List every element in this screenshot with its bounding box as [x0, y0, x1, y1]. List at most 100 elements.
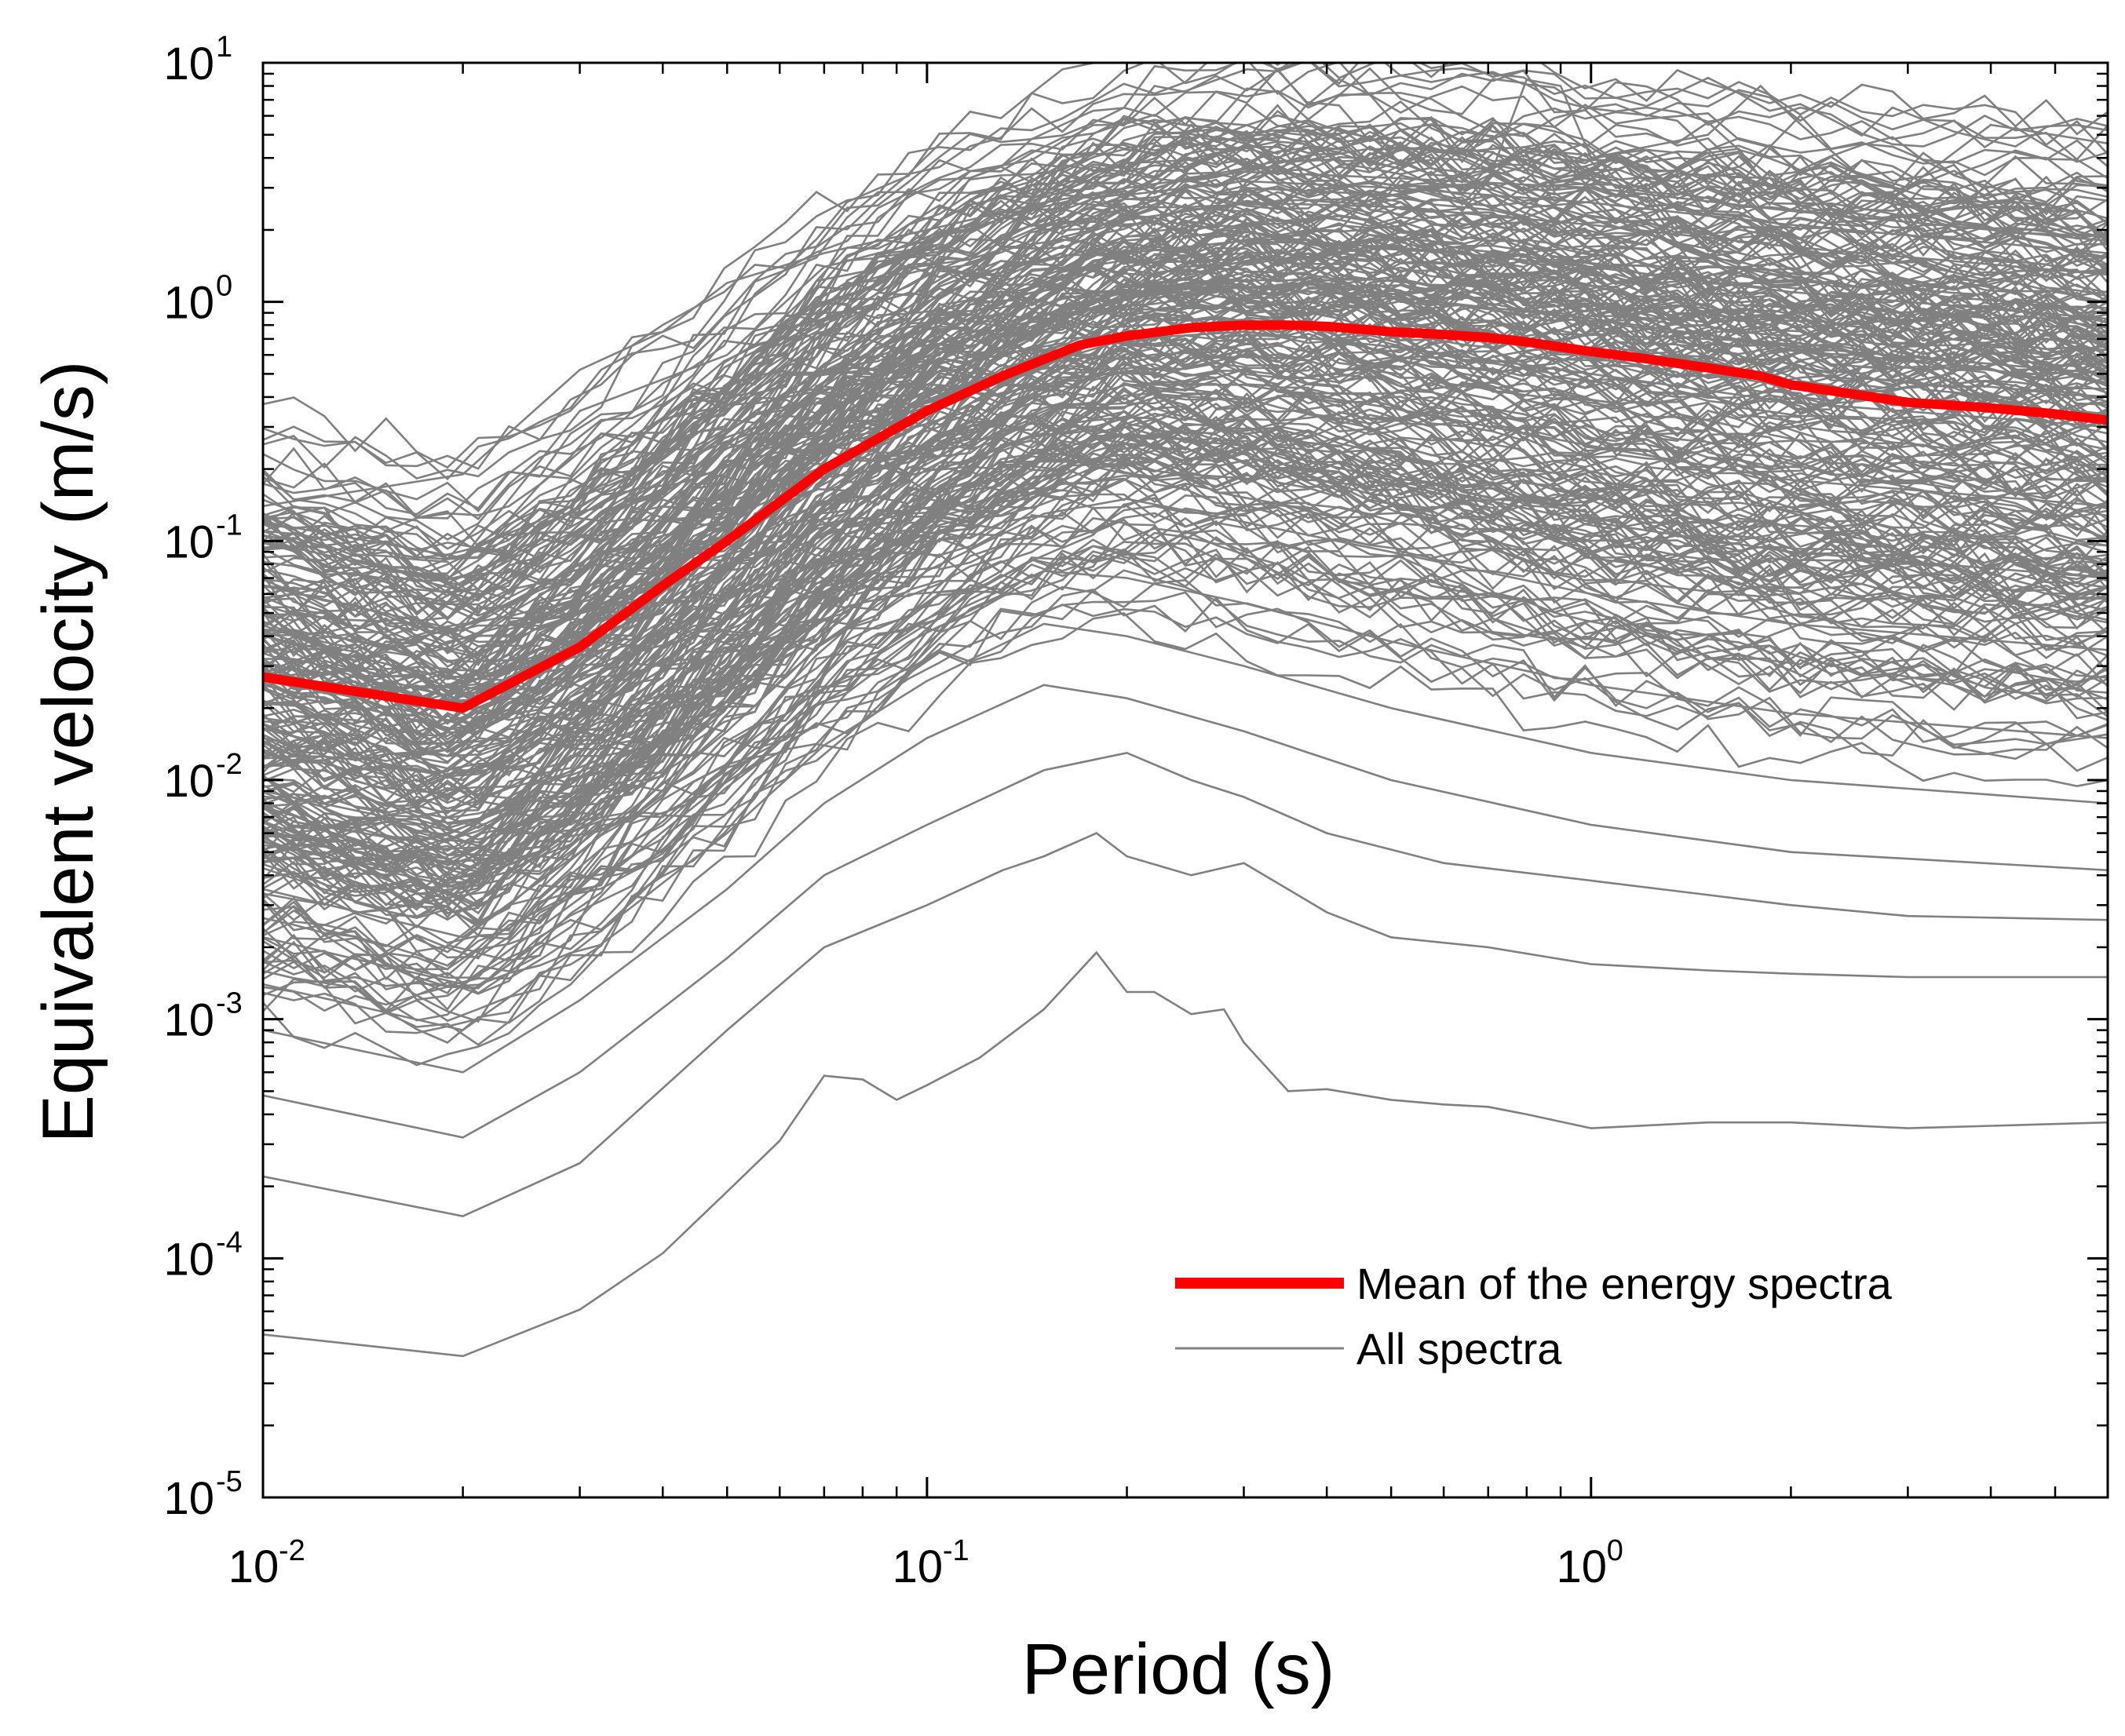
spectrum-line	[263, 525, 2108, 979]
spectrum-line	[263, 382, 2108, 842]
spectrum-line-9	[263, 384, 2108, 834]
spectrum-line	[263, 374, 2108, 849]
spectrum-line	[263, 366, 2108, 836]
y-tick-label: 10	[163, 38, 214, 89]
spectrum-line	[263, 322, 2108, 777]
spectrum-line	[263, 465, 2108, 906]
spectrum-line	[263, 199, 2108, 655]
x-tick-exponent: 0	[1607, 1534, 1623, 1567]
spectrum-line	[263, 268, 2108, 715]
series-layer	[263, 63, 2108, 1358]
legend: Mean of the energy spectra All spectra	[1175, 1259, 1893, 1373]
spectrum-line	[263, 432, 2108, 882]
spectrum-line	[263, 161, 2108, 600]
spectrum-line	[263, 67, 2108, 520]
y-tick-exponent: 1	[216, 31, 232, 64]
spectrum-line	[263, 144, 2108, 614]
spectrum-line	[263, 591, 2108, 1023]
spectrum-line	[263, 424, 2108, 892]
spectrum-line-14	[263, 180, 2108, 587]
x-axis-title: Period (s)	[1022, 1629, 1335, 1709]
spectrum-line	[263, 459, 2108, 925]
spectrum-line	[263, 119, 2108, 594]
spectrum-line	[263, 261, 2108, 702]
spectrum-line	[263, 348, 2108, 830]
spectrum-line	[263, 569, 2108, 1045]
x-tick-label: 10	[228, 1541, 279, 1592]
spectrum-line	[263, 218, 2108, 680]
y-tick-exponent: -1	[216, 509, 243, 542]
spectrum-line-8	[263, 432, 2108, 891]
y-tick-exponent: -2	[216, 748, 243, 781]
spectrum-line	[263, 63, 2108, 469]
spectrum-line	[263, 444, 2108, 915]
x-tick-exponent: -1	[943, 1534, 969, 1567]
spectrum-line-16	[263, 170, 2108, 560]
y-tick-label: 10	[163, 1234, 214, 1285]
y-tick-label: 10	[163, 756, 214, 807]
spectrum-line	[263, 534, 2108, 995]
spectrum-line	[263, 427, 2108, 879]
x-tick-exponent: -2	[279, 1534, 305, 1567]
spectrum-line	[263, 102, 2108, 560]
legend-label-mean: Mean of the energy spectra	[1356, 1259, 1893, 1308]
spectrum-line	[263, 238, 2108, 701]
spectrum-line	[263, 421, 2108, 903]
spectrum-line	[263, 589, 2108, 1046]
spectrum-line-13	[263, 201, 2108, 633]
spectrum-line	[263, 428, 2108, 908]
spectrum-line	[263, 551, 2108, 1012]
spectrum-line	[263, 372, 2108, 858]
spectrum-line	[263, 506, 2108, 959]
spectrum-line	[263, 279, 2108, 708]
y-tick-label: 10	[163, 995, 214, 1046]
spectrum-line-3	[263, 751, 2108, 1139]
y-tick-label: 10	[163, 278, 214, 329]
spectrum-line	[263, 63, 2108, 480]
spectrum-line	[263, 330, 2108, 798]
spectrum-line	[263, 180, 2108, 615]
spectrum-line	[263, 246, 2108, 733]
y-tick-exponent: -3	[216, 987, 243, 1020]
y-tick-label: 10	[163, 1473, 214, 1524]
spectrum-line	[263, 538, 2108, 1013]
x-tick-label: 10	[1557, 1541, 1608, 1592]
spectrum-line	[263, 286, 2108, 744]
spectrum-line	[263, 359, 2108, 848]
spectrum-line	[263, 332, 2108, 796]
spectrum-line	[263, 462, 2108, 922]
spectrum-line-2	[263, 832, 2108, 1218]
spectrum-line-5	[263, 622, 2108, 1031]
spectrum-line	[263, 197, 2108, 645]
spectrum-line-6	[263, 570, 2108, 986]
spectrum-line-1	[263, 950, 2108, 1358]
y-tick-label: 10	[163, 516, 214, 567]
spectrum-line	[263, 276, 2108, 734]
spectrum-line	[263, 493, 2108, 953]
mean-energy-spectrum-line	[263, 320, 2108, 713]
spectrum-line	[263, 333, 2108, 814]
spectrum-line	[263, 549, 2108, 1022]
spectrum-line	[263, 516, 2108, 967]
y-tick-exponent: 0	[216, 270, 232, 303]
spectrum-line-7	[263, 498, 2108, 939]
spectrum-line	[263, 548, 2108, 1001]
spectrum-line	[263, 127, 2108, 580]
spectrum-line	[263, 140, 2108, 582]
spectrum-line	[263, 406, 2108, 885]
axis-ticks: 10 -510 -410 -310 -210 -110 010 110 -2 10 -1 10 0	[163, 31, 2109, 1592]
spectrum-line	[263, 392, 2108, 860]
x-tick-label: 10	[893, 1541, 944, 1592]
spectrum-line-11	[263, 286, 2108, 733]
spectrum-line	[263, 63, 2108, 480]
spectrum-line	[263, 392, 2108, 877]
spectrum-line	[263, 130, 2108, 578]
spectrum-line-4	[263, 684, 2108, 1074]
y-axis-title: Equivalent velocity (m/s)	[28, 361, 108, 1143]
spectrum-line	[263, 458, 2108, 937]
spectrum-line-15	[263, 78, 2108, 508]
spectrum-line	[263, 415, 2108, 859]
spectrum-line	[263, 129, 2108, 598]
spectrum-line	[263, 530, 2108, 997]
